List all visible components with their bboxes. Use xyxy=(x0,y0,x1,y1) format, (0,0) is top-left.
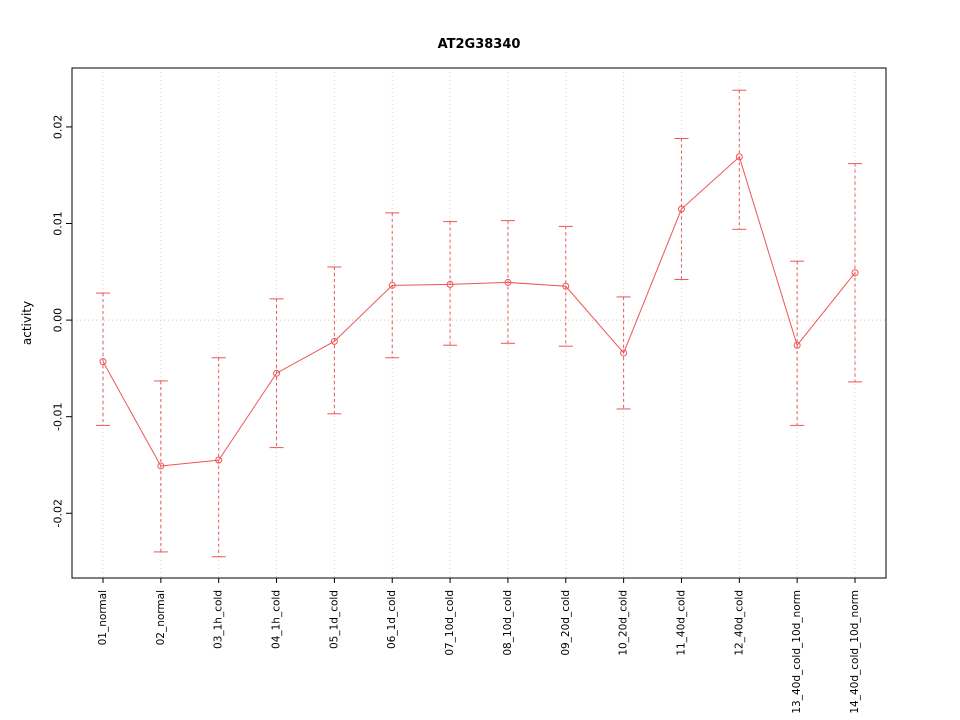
x-tick-label: 03_1h_cold xyxy=(213,590,225,649)
x-tick-label: 13_40d_cold_10d_norm xyxy=(791,590,803,714)
plot-border xyxy=(71,67,887,579)
x-tick-label: 07_10d_cold xyxy=(444,590,456,656)
x-tick-label: 06_1d_cold xyxy=(386,590,398,649)
data-point xyxy=(330,337,338,345)
data-point xyxy=(388,281,396,289)
y-tick-label: -0.02 xyxy=(52,499,65,527)
chart-title: AT2G38340 xyxy=(437,37,521,52)
data-point xyxy=(620,349,628,357)
data-point xyxy=(504,278,512,286)
x-tick-label: 11_40d_cold xyxy=(675,590,687,656)
y-tick-label: 0.02 xyxy=(52,115,65,140)
x-tick-label: 04_1h_cold xyxy=(271,590,283,649)
data-point xyxy=(793,341,801,349)
data-point xyxy=(851,269,859,277)
data-point xyxy=(677,205,685,213)
data-point xyxy=(562,282,570,290)
x-tick-label: 05_1d_cold xyxy=(328,590,340,649)
x-tick-label: 08_10d_cold xyxy=(502,590,514,656)
data-point xyxy=(99,358,107,366)
x-tick-label: 09_20d_cold xyxy=(560,590,572,656)
x-tick-label: 02_normal xyxy=(155,590,167,645)
x-tick-label: 10_20d_cold xyxy=(618,590,630,656)
y-tick-label: -0.01 xyxy=(52,402,65,430)
series-line xyxy=(102,155,856,467)
data-point xyxy=(735,153,743,161)
data-point xyxy=(273,369,281,377)
data-point xyxy=(446,280,454,288)
x-tick-label: 01_normal xyxy=(97,590,109,645)
y-tick-label: 0.00 xyxy=(52,308,65,333)
x-tick-label: 12_40d_cold xyxy=(733,590,745,656)
data-point xyxy=(157,462,165,470)
y-tick-label: 0.01 xyxy=(52,211,65,236)
x-tick-label: 14_40d_cold_10d_norm xyxy=(849,590,861,714)
data-point xyxy=(215,456,223,464)
